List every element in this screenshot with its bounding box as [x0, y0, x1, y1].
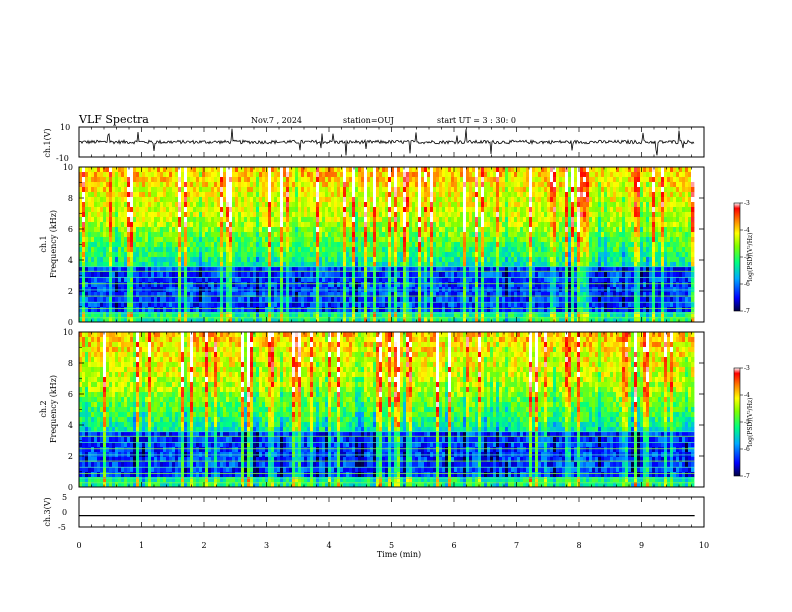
date-label: Nov.7 , 2024	[251, 116, 302, 125]
spec1-ytick-label: 4	[68, 256, 73, 265]
x-tick-label: 6	[451, 541, 456, 550]
spectrogram-ch1-image	[79, 167, 704, 322]
spec1-ytick-label: 0	[68, 318, 73, 327]
x-tick-label: 0	[76, 541, 81, 550]
colorbar-ch1-tick-label: -6	[744, 281, 750, 288]
station-label: station=OUJ	[343, 116, 394, 125]
ytick-ch3-bottom: -5	[58, 523, 66, 532]
x-tick-label: 8	[576, 541, 581, 550]
panel-spectrogram-ch2: 0 2 4 6 8 10 ch.2 Frequency (kHz)	[39, 328, 705, 492]
x-tick-label: 2	[201, 541, 206, 550]
spectrogram-ch2-image	[79, 332, 704, 487]
ylabel-ch2-spec-line1: ch.2	[39, 400, 48, 417]
spec2-ytick-label: 4	[68, 421, 73, 430]
spec2-ytick-label: 8	[68, 359, 73, 368]
colorbar-ch2-tick-label: -5	[744, 419, 750, 426]
ylabel-ch1-wave: ch.1(V)	[43, 128, 52, 157]
colorbar-ch1-gradient	[733, 202, 741, 312]
figure-title: VLF Spectra	[78, 113, 149, 126]
x-tick-label: 4	[326, 541, 331, 550]
spec1-ytick-label: 2	[68, 287, 73, 296]
ytick-ch1-top: 10	[60, 123, 70, 132]
ytick-ch3-zero: 0	[62, 508, 67, 517]
colorbar-ch2-label: log(PSD)(V²/Hz)	[747, 398, 754, 447]
x-tick-label: 10	[699, 541, 709, 550]
colorbar-ch2-tick-label: -4	[744, 392, 750, 399]
spec1-ytick-label: 6	[68, 225, 73, 234]
colorbar-ch1-tick-label: -7	[744, 308, 750, 315]
spec2-ytick-label: 2	[68, 452, 73, 461]
colorbar-ch1-tick-label: -3	[744, 200, 750, 207]
ylabel-ch2-spec-line2: Frequency (kHz)	[49, 375, 58, 443]
colorbar-ch2-gradient	[733, 367, 741, 477]
ylabel-ch3-wave: ch.3(V)	[43, 497, 52, 526]
colorbar-ch2-tick-label: -7	[744, 473, 750, 480]
spec2-ytick-label: 0	[68, 483, 73, 492]
colorbar-ch2-tick-label: -3	[744, 365, 750, 372]
x-tick-label: 7	[514, 541, 519, 550]
start-ut-label: start UT = 3 : 30: 0	[437, 116, 516, 125]
spec2-ytick-label: 6	[68, 390, 73, 399]
panel-spectrogram-ch1: 0 2 4 6 8 10 ch.1 Frequency (kHz)	[39, 163, 705, 327]
x-tick-label: 3	[264, 541, 269, 550]
colorbar-ch1-label: log(PSD)(V²/Hz)	[747, 233, 754, 282]
panel-waveform-ch3: 5 -5 ch.3(V) 0	[43, 493, 705, 532]
colorbar-ch1-tick-label: -5	[744, 254, 750, 261]
spec1-ytick-label: 10	[63, 163, 73, 172]
spec2-ytick-label: 10	[63, 328, 73, 337]
colorbar-ch1: -3 -4 -5 -6 -7 log(PSD)(V²/Hz)	[733, 200, 754, 315]
x-axis-label: Time (min)	[377, 550, 421, 559]
x-axis-tick-labels: 0 1 2 3 4 5 6 7 8 9 10	[76, 541, 709, 550]
x-tick-label: 1	[139, 541, 144, 550]
x-tick-label: 9	[639, 541, 644, 550]
colorbar-ch2: -3 -4 -5 -6 -7 log(PSD)(V²/Hz)	[733, 365, 754, 480]
ylabel-ch1-spec-line1: ch.1	[39, 235, 48, 252]
x-tick-label: 5	[389, 541, 394, 550]
ytick-ch3-top: 5	[62, 493, 67, 502]
x-axis-ticks	[78, 127, 705, 527]
colorbar-ch2-tick-label: -6	[744, 446, 750, 453]
ylabel-ch1-spec-line2: Frequency (kHz)	[49, 210, 58, 278]
spec1-ytick-label: 8	[68, 194, 73, 203]
colorbar-ch1-tick-label: -4	[744, 227, 750, 234]
panel-waveform-ch1: 10 -10 ch.1(V)	[43, 123, 705, 163]
waveform-trace-ch1	[78, 128, 695, 156]
ytick-ch1-bottom: -10	[56, 154, 69, 163]
